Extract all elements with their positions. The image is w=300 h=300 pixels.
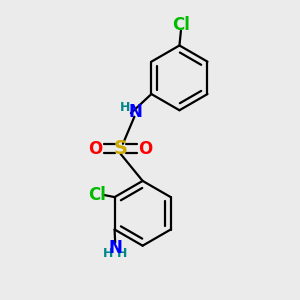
- Text: O: O: [139, 140, 153, 158]
- Text: S: S: [114, 139, 128, 158]
- Text: Cl: Cl: [88, 186, 106, 204]
- Text: N: N: [108, 239, 122, 257]
- Text: H: H: [103, 247, 113, 260]
- Text: O: O: [88, 140, 103, 158]
- Text: H: H: [120, 101, 130, 114]
- Text: N: N: [128, 103, 142, 121]
- Text: Cl: Cl: [172, 16, 190, 34]
- Text: H: H: [117, 247, 128, 260]
